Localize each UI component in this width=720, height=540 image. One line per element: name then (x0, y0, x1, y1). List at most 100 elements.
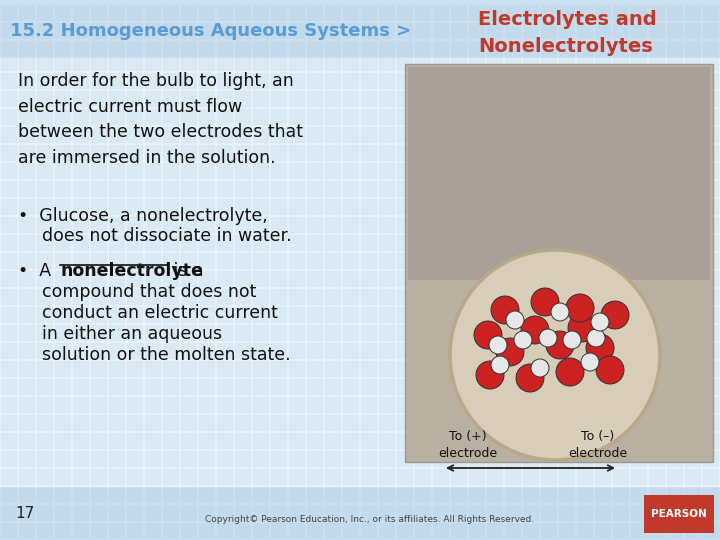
Bar (415, 181, 431, 197)
Bar (271, 145, 287, 161)
Bar (289, 23, 305, 39)
Circle shape (568, 314, 596, 342)
Bar (523, 397, 539, 413)
Bar (469, 41, 485, 57)
Bar (217, 289, 233, 305)
Bar (613, 379, 629, 395)
Bar (289, 487, 305, 503)
Bar (109, 1, 125, 17)
Bar (397, 451, 413, 467)
Bar (325, 325, 341, 341)
Bar (307, 469, 323, 485)
Bar (397, 73, 413, 89)
Bar (145, 1, 161, 17)
Bar (37, 397, 53, 413)
Bar (127, 127, 143, 143)
Bar (109, 289, 125, 305)
Bar (649, 163, 665, 179)
Bar (55, 505, 71, 521)
Bar (163, 523, 179, 539)
Bar (523, 307, 539, 323)
Bar (325, 397, 341, 413)
Bar (577, 271, 593, 287)
Bar (19, 199, 35, 215)
Bar (1, 91, 17, 107)
Bar (199, 325, 215, 341)
Bar (523, 55, 539, 71)
Bar (559, 361, 575, 377)
Bar (325, 289, 341, 305)
Bar (631, 271, 647, 287)
Bar (91, 433, 107, 449)
Circle shape (474, 321, 502, 349)
Bar (181, 433, 197, 449)
Bar (127, 199, 143, 215)
Bar (577, 235, 593, 251)
Bar (361, 235, 377, 251)
Bar (595, 109, 611, 125)
Bar (217, 253, 233, 269)
Bar (469, 415, 485, 431)
Bar (235, 343, 251, 359)
Bar (379, 253, 395, 269)
Bar (181, 505, 197, 521)
Bar (631, 109, 647, 125)
Bar (109, 379, 125, 395)
Bar (595, 127, 611, 143)
Bar (415, 23, 431, 39)
Bar (253, 109, 269, 125)
Bar (307, 217, 323, 233)
Bar (289, 235, 305, 251)
Bar (19, 235, 35, 251)
Bar (451, 19, 467, 35)
Bar (523, 343, 539, 359)
Bar (703, 109, 719, 125)
Bar (289, 397, 305, 413)
Bar (415, 325, 431, 341)
Bar (181, 253, 197, 269)
Circle shape (539, 329, 557, 347)
Bar (685, 91, 701, 107)
Bar (415, 37, 431, 53)
Bar (433, 217, 449, 233)
Bar (145, 415, 161, 431)
Bar (289, 433, 305, 449)
Bar (109, 487, 125, 503)
Bar (55, 289, 71, 305)
Bar (217, 361, 233, 377)
Bar (163, 109, 179, 125)
Bar (469, 307, 485, 323)
Bar (631, 433, 647, 449)
Bar (667, 325, 683, 341)
Circle shape (450, 250, 660, 460)
Bar (145, 307, 161, 323)
Bar (163, 181, 179, 197)
Bar (523, 235, 539, 251)
Bar (505, 451, 521, 467)
Bar (127, 37, 143, 53)
Bar (505, 235, 521, 251)
Bar (235, 253, 251, 269)
Bar (163, 487, 179, 503)
Bar (163, 505, 179, 521)
Bar (595, 181, 611, 197)
Bar (379, 361, 395, 377)
Bar (451, 109, 467, 125)
Bar (613, 109, 629, 125)
Bar (343, 1, 359, 17)
Bar (109, 217, 125, 233)
Bar (631, 487, 647, 503)
Bar (541, 181, 557, 197)
Bar (145, 487, 161, 503)
Bar (253, 253, 269, 269)
Bar (487, 307, 503, 323)
Bar (505, 271, 521, 287)
Bar (469, 343, 485, 359)
Bar (523, 523, 539, 539)
Bar (1, 253, 17, 269)
Bar (685, 5, 701, 21)
Bar (235, 325, 251, 341)
Bar (397, 19, 413, 35)
Bar (559, 91, 575, 107)
Bar (307, 5, 323, 21)
